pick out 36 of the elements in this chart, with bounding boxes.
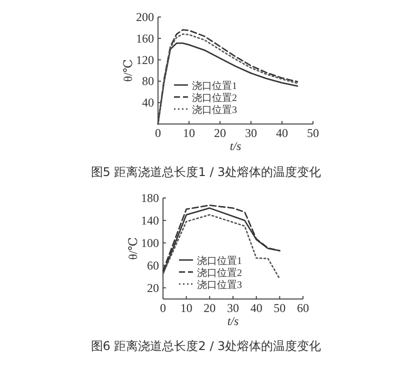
x-tick-label: 20 <box>214 126 226 140</box>
legend-label: 浇口位置1 <box>197 255 242 267</box>
y-tick-label: 100 <box>141 236 159 250</box>
x-tick-label: 10 <box>183 126 195 140</box>
x-tick-label: 40 <box>250 301 262 315</box>
x-tick-label: 50 <box>274 301 286 315</box>
x-tick-label: 0 <box>155 126 161 140</box>
x-tick-label: 10 <box>180 301 192 315</box>
legend-label: 浇口位置3 <box>197 279 242 291</box>
x-tick-label: 50 <box>307 126 319 140</box>
legend-label: 浇口位置2 <box>197 267 242 279</box>
x-tick-label: 30 <box>245 126 257 140</box>
y-tick-label: 40 <box>142 96 154 110</box>
y-axis-title: θ/℃ <box>126 237 140 260</box>
x-tick-label: 30 <box>227 301 239 315</box>
x-tick-label: 20 <box>204 301 216 315</box>
y-tick-label: 60 <box>147 258 159 272</box>
y-tick-label: 140 <box>141 213 159 228</box>
x-axis-title: t/s <box>230 139 242 153</box>
legend-label: 浇口位置1 <box>192 80 237 92</box>
y-tick-label: 200 <box>136 10 154 24</box>
legend-label: 浇口位置3 <box>192 104 237 116</box>
y-tick-label: 180 <box>141 191 159 205</box>
text: 图5 距离浇道总长度1 / 3处熔体的温度变化 <box>90 165 322 179</box>
x-tick-label: 0 <box>160 301 166 315</box>
y-tick-label: 120 <box>136 52 154 67</box>
y-tick-label: 20 <box>147 280 159 295</box>
y-axis-title: θ/℃ <box>121 59 135 82</box>
x-tick-label: 40 <box>276 126 288 140</box>
y-tick-label: 160 <box>136 31 154 46</box>
y-tick-label: 80 <box>142 74 154 88</box>
legend-label: 浇口位置2 <box>192 92 237 104</box>
x-axis-title: t/s <box>227 314 239 328</box>
line-series <box>162 214 280 280</box>
text: 图6 距离浇道总长度2 / 3处熔体的温度变化 <box>90 339 322 353</box>
x-tick-label: 60 <box>297 301 309 315</box>
